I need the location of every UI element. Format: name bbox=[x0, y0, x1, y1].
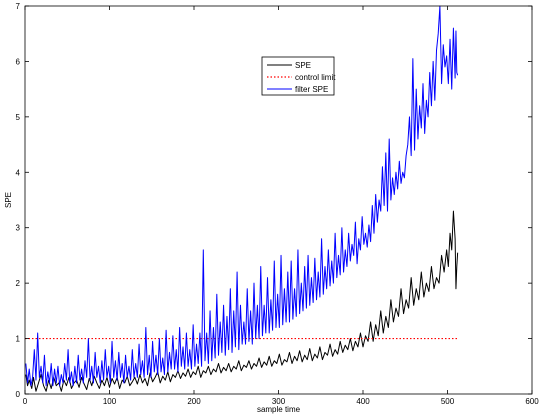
x-tick-label: 300 bbox=[272, 397, 286, 406]
legend-label: SPE bbox=[295, 61, 311, 70]
y-tick-label: 2 bbox=[16, 279, 21, 288]
x-tick-label: 400 bbox=[356, 397, 370, 406]
y-tick-label: 3 bbox=[16, 224, 21, 233]
x-axis-title: sample time bbox=[257, 405, 301, 414]
y-axis-title: SPE bbox=[4, 192, 13, 208]
y-tick-label: 7 bbox=[16, 2, 21, 11]
y-tick-label: 4 bbox=[16, 168, 21, 177]
legend-label: filter SPE bbox=[295, 85, 328, 94]
x-tick-label: 500 bbox=[441, 397, 455, 406]
y-tick-label: 6 bbox=[16, 57, 21, 66]
x-tick-label: 600 bbox=[525, 397, 539, 406]
x-tick-label: 0 bbox=[23, 397, 28, 406]
series-line-spe bbox=[25, 210, 459, 392]
y-tick-label: 0 bbox=[16, 390, 21, 399]
legend: SPE control limit filter SPE bbox=[261, 56, 336, 96]
series-layer bbox=[25, 5, 459, 392]
y-tick-label: 1 bbox=[16, 335, 21, 344]
x-tick-label: 200 bbox=[187, 397, 201, 406]
ticks-layer: 0 100 200 300 400 500 600 0 1 2 3 4 5 6 7 bbox=[16, 2, 540, 406]
y-tick-label: 5 bbox=[16, 113, 21, 122]
legend-label: control limit bbox=[295, 73, 336, 82]
series-line-filter-spe bbox=[25, 5, 459, 387]
x-tick-label: 100 bbox=[103, 397, 117, 406]
